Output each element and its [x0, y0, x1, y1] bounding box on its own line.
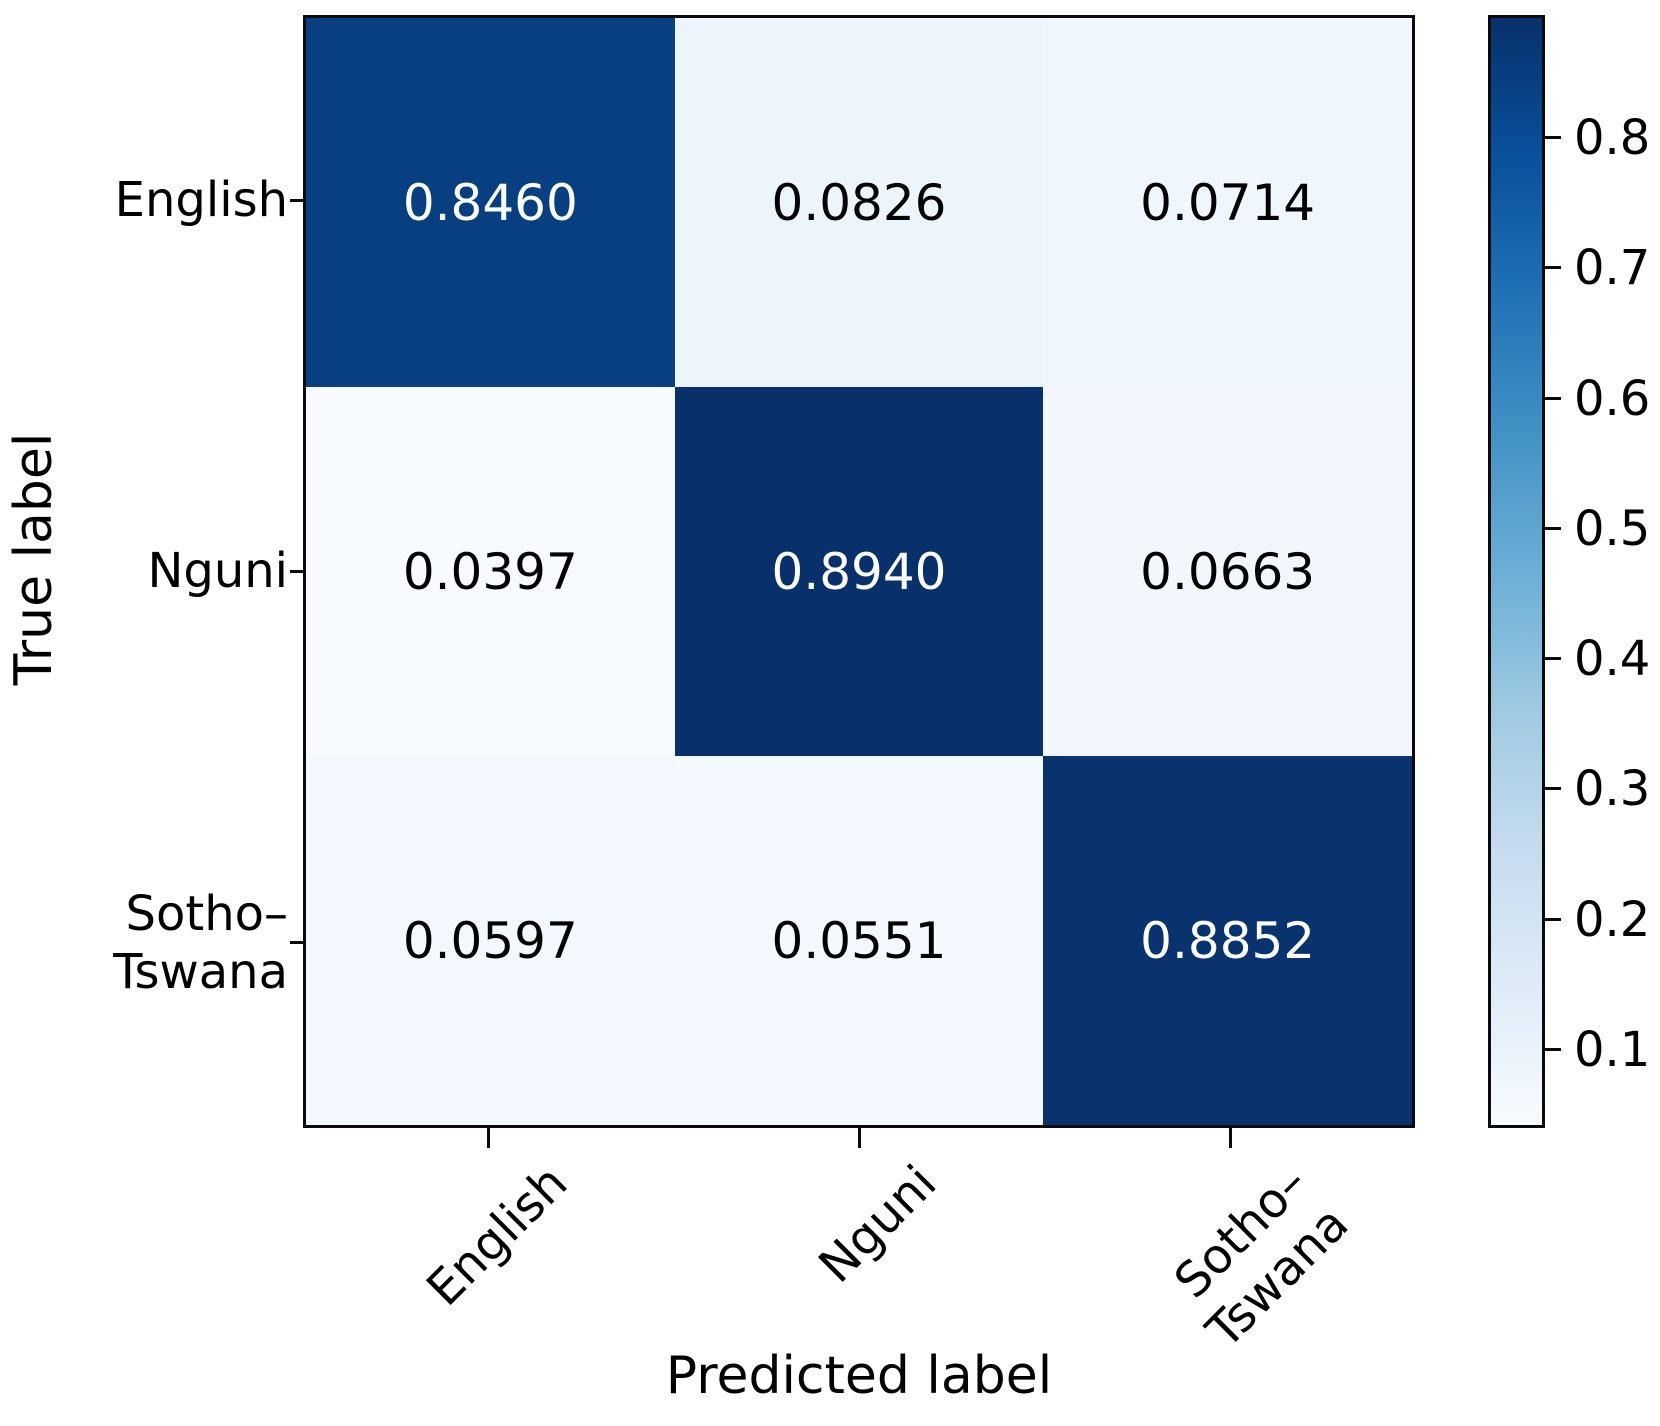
y-tick-label-sothotswana-line1: Sotho– — [125, 886, 288, 942]
colorbar-tickmark-0.6 — [1545, 397, 1561, 400]
colorbar-tickmark-0.1 — [1545, 1048, 1561, 1051]
cell-sothotswana-nguni: 0.0551 — [674, 756, 1044, 1125]
colorbar-tickmark-0.2 — [1545, 918, 1561, 921]
y-tick-label-nguni: Nguni — [147, 543, 288, 599]
colorbar-tickmark-0.5 — [1545, 527, 1561, 530]
colorbar-tick-label-0.6: 0.6 — [1574, 371, 1651, 427]
cell-sothotswana-sothotswana: 0.8852 — [1043, 756, 1412, 1125]
y-tickmark-sothotswana — [290, 941, 303, 944]
x-tickmark-nguni — [858, 1128, 861, 1148]
colorbar-tick-label-0.8: 0.8 — [1574, 110, 1651, 166]
cell-english-sothotswana: 0.0714 — [1043, 18, 1412, 387]
colorbar-tick-label-0.4: 0.4 — [1574, 631, 1651, 687]
y-tick-label-sothotswana-line2: Tswana — [113, 944, 288, 1000]
x-axis-title: Predicted label — [665, 1346, 1053, 1406]
heatmap-plot-area: 0.8460 0.0826 0.0714 0.0397 0.8940 0.066… — [303, 15, 1415, 1128]
colorbar-tickmark-0.8 — [1545, 136, 1561, 139]
colorbar-tick-label-0.2: 0.2 — [1574, 892, 1651, 948]
colorbar-tickmark-0.3 — [1545, 787, 1561, 790]
colorbar-tick-label-0.1: 0.1 — [1574, 1022, 1651, 1078]
y-axis-title: True label — [4, 432, 64, 686]
y-tickmark-english — [290, 199, 303, 202]
cell-nguni-nguni: 0.8940 — [674, 387, 1044, 756]
y-tick-label-english: English — [114, 172, 288, 228]
colorbar-tickmark-0.4 — [1545, 657, 1561, 660]
colorbar-gradient — [1488, 15, 1545, 1128]
x-tickmark-sothotswana — [1229, 1128, 1232, 1148]
colorbar-tick-label-0.5: 0.5 — [1574, 501, 1651, 557]
cell-nguni-sothotswana: 0.0663 — [1043, 387, 1412, 756]
colorbar-tickmark-0.7 — [1545, 266, 1561, 269]
cell-english-nguni: 0.0826 — [674, 18, 1044, 387]
x-tickmark-english — [487, 1128, 490, 1148]
colorbar-tick-label-0.3: 0.3 — [1574, 761, 1651, 817]
colorbar-tick-label-0.7: 0.7 — [1574, 240, 1651, 296]
cell-sothotswana-english: 0.0597 — [306, 756, 675, 1125]
y-tick-label-sothotswana: Sotho– Tswana — [0, 885, 288, 1001]
cell-nguni-english: 0.0397 — [306, 387, 675, 756]
y-tickmark-nguni — [290, 570, 303, 573]
cell-english-english: 0.8460 — [306, 18, 675, 387]
